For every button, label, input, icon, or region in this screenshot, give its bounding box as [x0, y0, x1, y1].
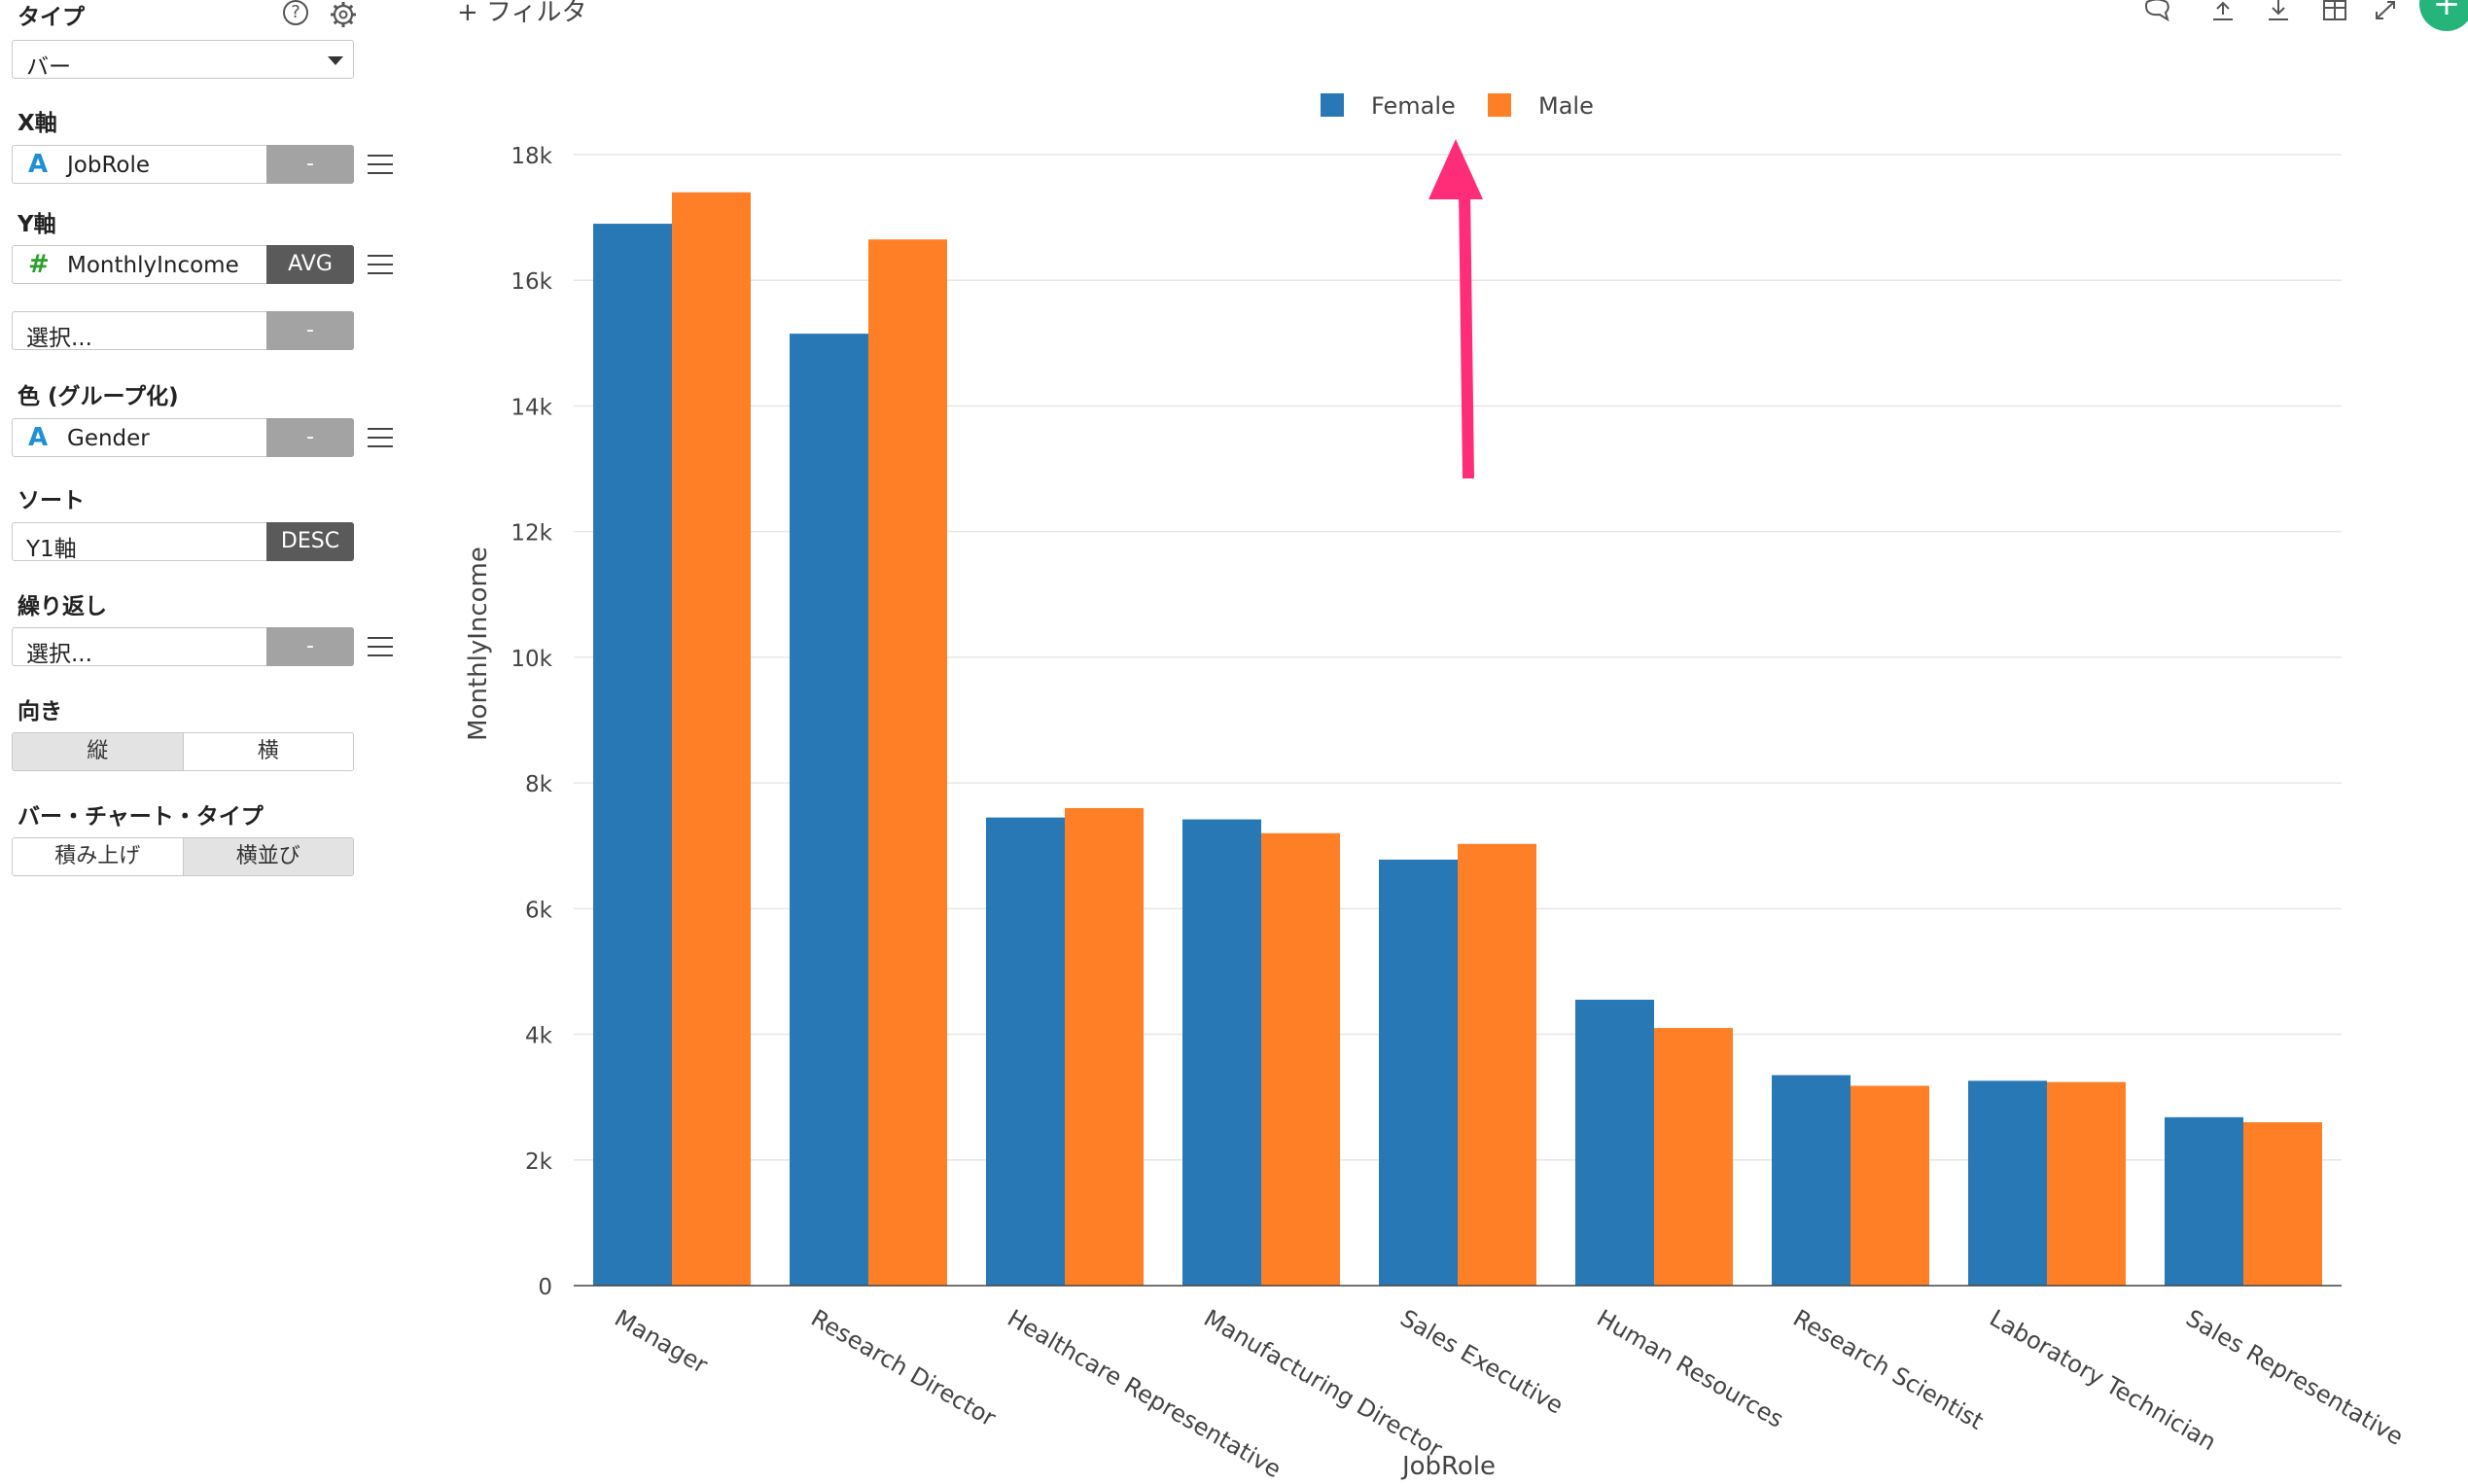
y-axis-menu-icon[interactable]	[368, 255, 393, 274]
y2-axis-aggregate-button[interactable]: -	[266, 311, 354, 350]
gear-icon[interactable]	[329, 0, 358, 29]
bar-male[interactable]	[2243, 1122, 2322, 1286]
repeat-aggregate-button[interactable]: -	[266, 627, 354, 666]
x-tick-label: Manager	[610, 1304, 712, 1379]
comment-icon[interactable]	[2144, 0, 2169, 21]
x-axis-menu-icon[interactable]	[368, 155, 393, 174]
y-axis-aggregate-button[interactable]: AVG	[266, 245, 354, 284]
chart-settings-panel: タイプ ? バー X軸 A JobRole - Y軸 # MonthlyInco…	[0, 0, 408, 1484]
y-tick-label: 18k	[511, 144, 552, 169]
sort-title: ソート	[18, 488, 85, 513]
y-tick-label: 8k	[525, 772, 553, 797]
x-tick-label: Research Scientist	[1788, 1304, 1988, 1435]
bar-male[interactable]	[1458, 843, 1536, 1286]
number-type-icon: #	[28, 250, 50, 279]
x-axis-aggregate-button[interactable]: -	[266, 145, 354, 184]
download-icon[interactable]	[2266, 0, 2291, 21]
add-filter-button[interactable]: + フィルタ	[457, 0, 587, 27]
bar-female[interactable]	[1968, 1080, 2047, 1286]
x-axis-ticks: Manager Research Director Healthcare Repre…	[610, 1304, 2408, 1483]
x-axis-field[interactable]: A JobRole -	[12, 145, 354, 184]
y-tick-label: 10k	[511, 647, 552, 672]
upload-icon[interactable]	[2210, 0, 2236, 21]
y-axis-field[interactable]: # MonthlyIncome AVG	[12, 245, 354, 284]
orientation-vertical-option[interactable]: 縦	[13, 733, 183, 770]
bar-male[interactable]	[1261, 832, 1340, 1286]
annotation-arrow	[1428, 139, 1483, 478]
help-icon[interactable]: ?	[283, 0, 308, 25]
y2-axis-select[interactable]: 選択... -	[12, 311, 354, 351]
expand-icon[interactable]	[2373, 0, 2398, 21]
bar-chart-type-toggle: 積み上げ 横並び	[12, 837, 354, 876]
bar-female[interactable]	[1182, 819, 1261, 1286]
repeat-select[interactable]: 選択... -	[12, 627, 354, 667]
y-tick-label: 4k	[525, 1024, 553, 1049]
y-tick-label: 0	[538, 1275, 552, 1300]
bar-chart-type-title: バー・チャート・タイプ	[18, 804, 264, 830]
bar-type-stacked-option[interactable]: 積み上げ	[13, 838, 183, 875]
caret-down-icon	[328, 56, 343, 65]
legend-label-female[interactable]: Female	[1371, 92, 1456, 120]
bar-female[interactable]	[2165, 1116, 2243, 1286]
x-axis-label: JobRole	[1400, 1452, 1496, 1481]
repeat-placeholder: 選択...	[26, 642, 92, 667]
y-tick-label: 6k	[525, 898, 553, 923]
legend-swatch-female	[1321, 93, 1344, 117]
bar-female[interactable]	[1575, 1000, 1654, 1286]
color-group-field-label: Gender	[67, 426, 150, 451]
bar-female[interactable]	[790, 334, 868, 1286]
bar-male[interactable]	[868, 239, 947, 1287]
y-axis-label: MonthlyIncome	[464, 547, 493, 741]
color-group-menu-icon[interactable]	[368, 428, 393, 447]
text-type-icon: A	[28, 423, 49, 452]
legend-swatch-male	[1488, 93, 1511, 117]
sort-order-button[interactable]: DESC	[266, 522, 354, 561]
bar-male[interactable]	[1851, 1085, 1929, 1286]
bar-female[interactable]	[593, 224, 672, 1286]
y-tick-label: 16k	[511, 269, 552, 295]
bar-female[interactable]	[1772, 1075, 1851, 1286]
table-icon[interactable]	[2322, 0, 2347, 21]
orientation-horizontal-option[interactable]: 横	[182, 733, 353, 770]
x-axis-title: X軸	[18, 111, 57, 136]
color-group-title: 色 (グループ化)	[18, 384, 179, 409]
orientation-toggle: 縦 横	[12, 732, 354, 771]
repeat-title: 繰り返し	[18, 594, 107, 619]
type-section-title: タイプ	[18, 5, 85, 30]
repeat-menu-icon[interactable]	[368, 637, 393, 656]
y-axis-ticks: 0 2k 4k 6k 8k 10k 12k 14k 16k 18k	[511, 144, 552, 1300]
y-tick-label: 14k	[511, 395, 552, 420]
chart-type-select[interactable]: バー	[12, 40, 354, 80]
y-axis-field-label: MonthlyIncome	[67, 253, 239, 278]
bar-male[interactable]	[1065, 807, 1144, 1286]
bar-female[interactable]	[986, 817, 1065, 1286]
color-group-aggregate-button[interactable]: -	[266, 418, 354, 457]
x-tick-label: Research Director	[806, 1304, 1001, 1431]
text-type-icon: A	[28, 150, 49, 179]
y2-axis-placeholder: 選択...	[26, 326, 92, 351]
color-group-field[interactable]: A Gender -	[12, 418, 354, 457]
sort-field-label: Y1軸	[26, 537, 77, 562]
bar-female[interactable]	[1379, 859, 1458, 1286]
chart-legend: Female Male	[1321, 92, 1594, 120]
bar-male[interactable]	[1654, 1028, 1733, 1286]
chart-type-value: バー	[26, 54, 71, 80]
x-tick-label: Human Resources	[1592, 1304, 1788, 1433]
x-axis-field-label: JobRole	[67, 153, 151, 178]
sort-field[interactable]: Y1軸 DESC	[12, 522, 354, 562]
bar-male[interactable]	[672, 192, 751, 1287]
add-fab-button[interactable]: +	[2419, 0, 2468, 31]
y-axis-title: Y軸	[18, 212, 56, 237]
chart-bars	[593, 192, 2322, 1287]
bar-male[interactable]	[2047, 1081, 2126, 1286]
x-tick-label: Sales Executive	[1395, 1304, 1568, 1419]
orientation-title: 向き	[18, 699, 62, 724]
bar-type-grouped-option[interactable]: 横並び	[182, 838, 353, 875]
y-tick-label: 12k	[511, 521, 552, 547]
y-tick-label: 2k	[525, 1149, 553, 1175]
legend-label-male[interactable]: Male	[1538, 92, 1594, 120]
